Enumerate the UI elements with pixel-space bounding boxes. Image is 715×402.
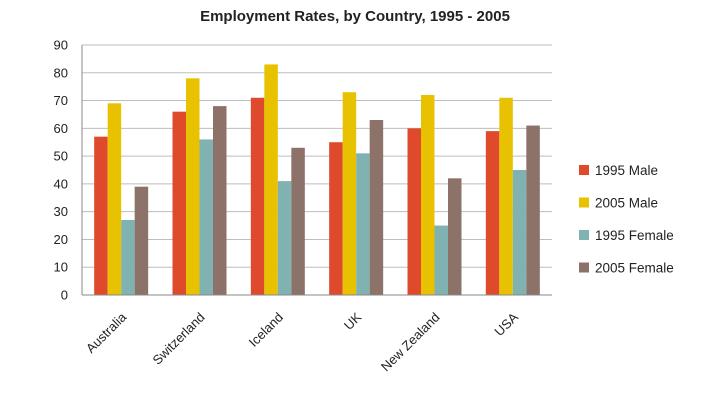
x-axis-labels: Australia Switzerland Iceland UK New Zealand… — [83, 309, 521, 374]
bar-1995-female-uk — [356, 153, 370, 295]
bar-2005-male-iceland — [264, 64, 278, 295]
bar-1995-male-usa — [485, 131, 500, 295]
bar-2005-female-uk — [369, 120, 384, 295]
bar-2005-female-new-zealand — [448, 178, 462, 295]
bar-1995-female-usa — [512, 170, 527, 295]
bar-2005-female-australia — [134, 186, 149, 295]
x-tick-label: USA — [491, 309, 521, 339]
legend-swatch — [579, 197, 589, 208]
legend-label: 1995 Male — [595, 163, 658, 178]
bar-1995-male-switzerland — [172, 111, 186, 296]
bar-2005-male-usa — [499, 97, 513, 296]
y-axis-ticks: 0 10 20 30 40 50 60 70 80 90 — [54, 38, 68, 303]
y-tick-label: 80 — [54, 65, 68, 80]
bar-1995-female-switzerland — [199, 139, 213, 295]
y-tick-label: 0 — [61, 288, 68, 303]
x-tick-label: Australia — [83, 309, 130, 356]
legend-swatch — [579, 165, 589, 175]
x-tick-label: Iceland — [246, 310, 286, 350]
legend-label: 1995 Female — [595, 228, 674, 243]
bar-2005-male-uk — [342, 92, 357, 295]
legend-swatch — [579, 230, 589, 240]
bars — [94, 64, 540, 296]
bar-1995-male-new-zealand — [407, 128, 421, 295]
bar-1995-male-australia — [94, 136, 108, 295]
y-tick-label: 30 — [54, 204, 68, 219]
bar-2005-male-new-zealand — [421, 95, 435, 295]
y-tick-label: 10 — [54, 260, 68, 275]
y-tick-label: 60 — [54, 121, 68, 136]
y-tick-label: 70 — [54, 93, 68, 108]
bar-2005-female-usa — [526, 125, 540, 295]
bar-1995-male-uk — [329, 142, 343, 295]
bar-1995-female-new-zealand — [434, 225, 448, 295]
y-tick-label: 20 — [54, 232, 68, 247]
bar-2005-male-australia — [107, 103, 122, 295]
legend: 1995 Male 2005 Male 1995 Female 2005 Female — [579, 163, 674, 276]
y-tick-label: 40 — [54, 176, 68, 191]
bar-2005-male-switzerland — [186, 78, 200, 295]
bar-2005-female-iceland — [291, 147, 305, 295]
chart-title: Employment Rates, by Country, 1995 - 200… — [200, 8, 510, 25]
bar-2005-female-switzerland — [213, 106, 227, 295]
y-tick-label: 50 — [54, 149, 68, 164]
legend-label: 2005 Male — [595, 196, 658, 211]
bar-1995-female-australia — [121, 220, 135, 295]
bar-1995-female-iceland — [277, 181, 292, 295]
x-tick-label: Switzerland — [149, 310, 207, 368]
gridlines — [82, 44, 552, 296]
axes — [81, 45, 552, 296]
y-tick-label: 90 — [54, 38, 68, 53]
legend-label: 2005 Female — [595, 261, 674, 276]
legend-swatch — [579, 262, 589, 273]
x-tick-label: UK — [341, 309, 365, 333]
x-tick-label: New Zealand — [378, 310, 443, 375]
bar-1995-male-iceland — [250, 97, 265, 296]
